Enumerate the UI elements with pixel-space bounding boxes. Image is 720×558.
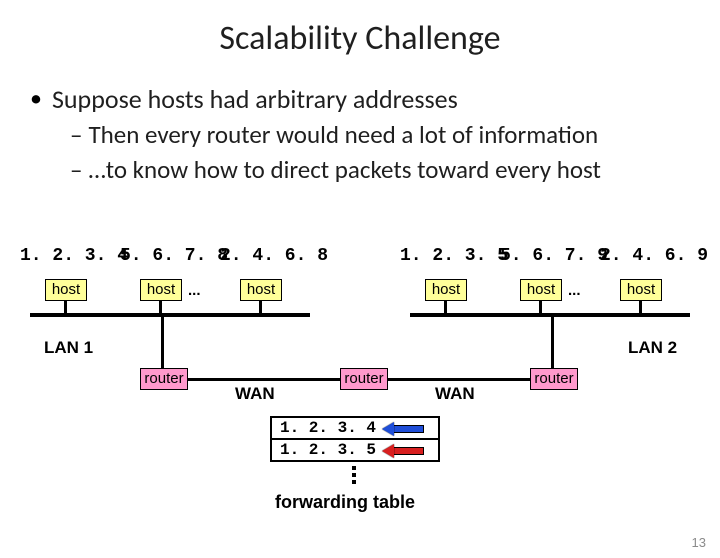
tick [639, 301, 642, 313]
ft-ip-0: 1. 2. 3. 4 [280, 419, 376, 437]
wan-label-1: WAN [435, 384, 475, 404]
bullet-sub-2: –…to know how to direct packets toward e… [70, 154, 720, 185]
lan1-host-1: host [140, 279, 182, 301]
lan1-ip-2: 2. 4. 6. 8 [220, 246, 328, 266]
lan1-ip-0: 1. 2. 3. 4 [20, 246, 128, 266]
lan2-ip-1: 5. 6. 7. 9 [500, 246, 608, 266]
tick [551, 317, 554, 368]
forwarding-table-label: forwarding table [275, 492, 415, 513]
arrow-red-icon [382, 444, 424, 456]
lan2-host-2: host [620, 279, 662, 301]
dash-2: – [70, 154, 82, 185]
bullet-dot: • [30, 87, 42, 111]
wan-link-1 [388, 378, 530, 381]
lan2-ip-2: 2. 4. 6. 9 [600, 246, 708, 266]
vdots-icon [352, 466, 356, 484]
lan2-ellipsis: ... [568, 282, 581, 299]
slide-title: Scalability Challenge [0, 18, 720, 59]
tick [259, 301, 262, 313]
router-0: router [140, 368, 188, 390]
tick [159, 301, 162, 313]
network-diagram: 1. 2. 3. 4 5. 6. 7. 8 2. 4. 6. 8 1. 2. 3… [0, 246, 720, 546]
arrow-blue-icon [382, 422, 424, 434]
lan1-bus [30, 313, 310, 317]
forwarding-table: 1. 2. 3. 4 1. 2. 3. 5 [270, 416, 440, 462]
page-number: 13 [692, 535, 706, 550]
tick [444, 301, 447, 313]
bullet-main: • Suppose hosts had arbitrary addresses [30, 83, 720, 115]
lan2-host-0: host [425, 279, 467, 301]
tick [64, 301, 67, 313]
dash-1: – [70, 119, 82, 150]
lan2-host-1: host [520, 279, 562, 301]
ft-ip-1: 1. 2. 3. 5 [280, 441, 376, 459]
bullet-sub-1: –Then every router would need a lot of i… [70, 119, 720, 150]
tick [539, 301, 542, 313]
lan1-ip-1: 5. 6. 7. 8 [120, 246, 228, 266]
tick [161, 317, 164, 368]
lan1-ellipsis: ... [188, 282, 201, 299]
lan2-bus [410, 313, 690, 317]
ft-row-1: 1. 2. 3. 5 [272, 440, 438, 460]
lan2-ip-0: 1. 2. 3. 5 [400, 246, 508, 266]
wan-label-0: WAN [235, 384, 275, 404]
router-2: router [530, 368, 578, 390]
wan-link-0 [188, 378, 340, 381]
bullet-main-text: Suppose hosts had arbitrary addresses [52, 83, 458, 115]
lan1-label: LAN 1 [44, 338, 93, 358]
ft-row-0: 1. 2. 3. 4 [272, 418, 438, 440]
lan1-host-2: host [240, 279, 282, 301]
lan2-label: LAN 2 [628, 338, 677, 358]
lan1-host-0: host [45, 279, 87, 301]
router-1: router [340, 368, 388, 390]
